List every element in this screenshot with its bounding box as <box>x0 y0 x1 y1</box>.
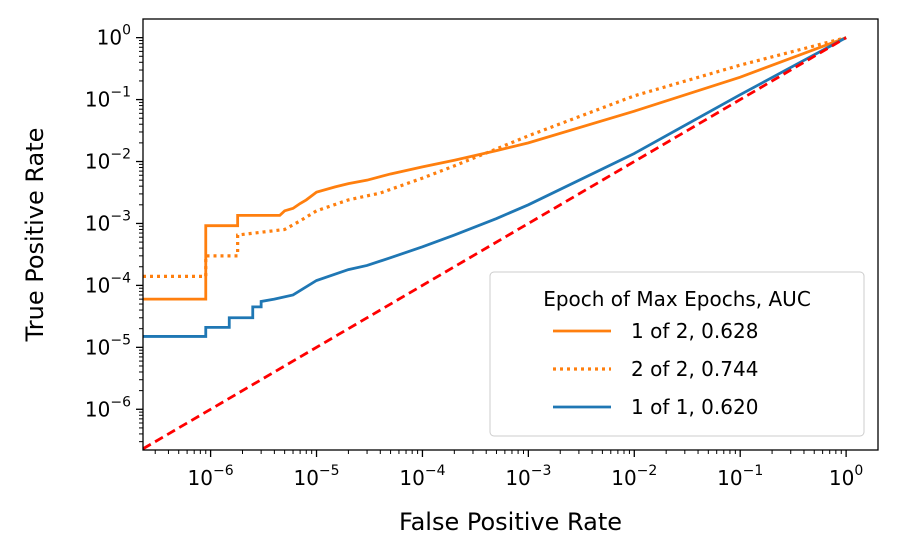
legend-entry-label: 1 of 1, 0.620 <box>631 395 758 419</box>
legend: Epoch of Max Epochs, AUC 1 of 2, 0.628 2 … <box>489 271 865 437</box>
x-tick-label: 10−2 <box>611 463 657 490</box>
y-tick-base: 10 <box>85 88 110 112</box>
x-tick-exponent: −6 <box>213 463 234 479</box>
x-tick-base: 10 <box>717 466 742 490</box>
x-axis-label: False Positive Rate <box>399 508 622 536</box>
y-axis-label: True Positive Rate <box>21 128 49 343</box>
y-tick-base: 10 <box>85 150 110 174</box>
y-tick-label: 10−3 <box>85 208 131 235</box>
x-tick-exponent: 0 <box>854 463 863 479</box>
x-tick-base: 10 <box>188 466 213 490</box>
y-tick-label: 10−2 <box>85 147 131 174</box>
legend-entry-label: 1 of 2, 0.628 <box>631 319 758 343</box>
x-tick-base: 10 <box>505 466 530 490</box>
y-tick-label: 100 <box>97 23 131 50</box>
x-tick-base: 10 <box>399 466 424 490</box>
plot-frame <box>142 18 879 451</box>
legend-box <box>489 271 865 437</box>
y-tick-label: 10−6 <box>85 394 131 421</box>
x-tick-exponent: −4 <box>425 463 446 479</box>
x-tick-label: 10−4 <box>399 463 445 490</box>
x-axis: 10−6 10−5 10−4 10−3 10−2 10−1 100 <box>154 450 863 490</box>
x-tick-base: 10 <box>829 466 854 490</box>
series-line-3 <box>143 36 847 338</box>
y-tick-label: 10−4 <box>85 270 131 297</box>
y-tick-base: 10 <box>85 335 110 359</box>
series-line-1 <box>143 36 847 301</box>
legend-entries: 1 of 2, 0.628 2 of 2, 0.744 1 of 1, 0.620 <box>553 319 758 419</box>
y-tick-exponent: 0 <box>122 23 131 39</box>
x-tick-label: 10−6 <box>188 463 234 490</box>
x-tick-label: 100 <box>829 463 863 490</box>
y-tick-exponent: −5 <box>110 332 131 348</box>
y-tick-base: 10 <box>85 273 110 297</box>
y-tick-label: 10−5 <box>85 332 131 359</box>
x-tick-exponent: −2 <box>637 463 658 479</box>
x-tick-exponent: −5 <box>319 463 340 479</box>
y-tick-exponent: −1 <box>110 85 131 101</box>
diagonal-reference-line <box>143 36 847 450</box>
series-line-2 <box>143 36 847 278</box>
y-tick-label: 10−1 <box>85 85 131 112</box>
y-tick-exponent: −3 <box>110 208 131 224</box>
series-layer <box>143 36 847 450</box>
legend-entry-label: 2 of 2, 0.744 <box>631 357 758 381</box>
y-tick-exponent: −6 <box>110 394 131 410</box>
x-tick-base: 10 <box>293 466 318 490</box>
legend-title: Epoch of Max Epochs, AUC <box>543 287 811 311</box>
x-tick-exponent: −1 <box>743 463 764 479</box>
x-tick-base: 10 <box>611 466 636 490</box>
y-tick-exponent: −2 <box>110 147 131 163</box>
x-tick-label: 10−1 <box>717 463 763 490</box>
y-tick-exponent: −4 <box>110 270 131 286</box>
y-tick-base: 10 <box>85 397 110 421</box>
x-tick-label: 10−5 <box>293 463 339 490</box>
x-tick-label: 10−3 <box>505 463 551 490</box>
x-tick-exponent: −3 <box>531 463 552 479</box>
y-tick-base: 10 <box>85 211 110 235</box>
y-tick-base: 10 <box>97 26 122 50</box>
